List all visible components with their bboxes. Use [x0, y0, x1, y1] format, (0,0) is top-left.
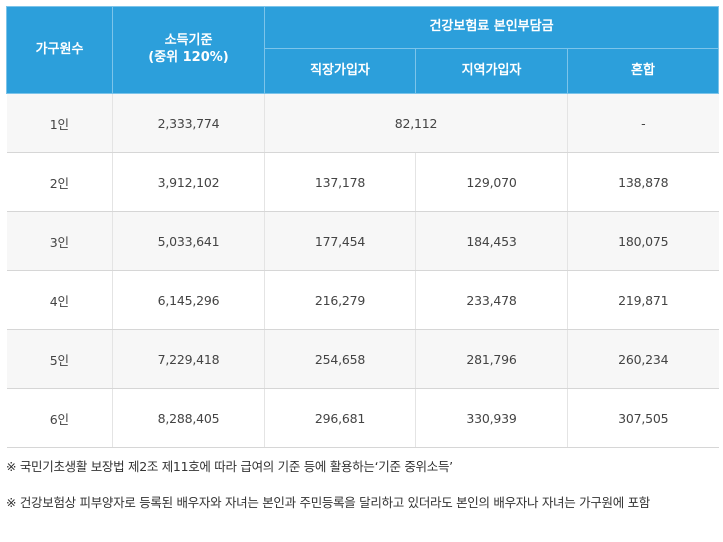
header-income-line2: (중위 120%)	[148, 50, 229, 65]
cell-premium-merged: 82,112	[264, 93, 568, 153]
header-income-standard: 소득기준 (중위 120%)	[112, 6, 265, 94]
header-regional-label: 지역가입자	[461, 62, 522, 78]
cell-income: 3,912,102	[112, 152, 265, 212]
cell-household-size: 3인	[6, 211, 113, 271]
header-premium-label: 건강보험료 본인부담금	[429, 19, 554, 35]
header-premium-group: 건강보험료 본인부담금	[263, 6, 720, 49]
table-row: 1인 2,333,774 82,112 -	[6, 93, 719, 153]
cell-regional: 129,070	[415, 152, 568, 212]
cell-household-size: 2인	[6, 152, 113, 212]
footnote-1: ※ 국민기초생활 보장법 제2조 제11호에 따라 급여의 기준 등에 활용하는…	[6, 459, 453, 474]
cell-household-size: 6인	[6, 388, 113, 448]
header-workplace-label: 직장가입자	[310, 62, 370, 78]
health-premium-table: 가구원수 소득기준 (중위 120%) 건강보험료 본인부담금 직장가입자 지역…	[6, 6, 720, 448]
cell-workplace: 254,658	[264, 329, 416, 389]
cell-income: 2,333,774	[112, 93, 265, 153]
table-row: 2인 3,912,102 137,178 129,070 138,878	[6, 152, 719, 212]
header-income-line1: 소득기준	[164, 33, 213, 49]
cell-workplace: 137,178	[264, 152, 416, 212]
cell-income: 5,033,641	[112, 211, 265, 271]
cell-household-size: 4인	[6, 270, 113, 330]
cell-income: 6,145,296	[112, 270, 265, 330]
cell-regional: 330,939	[415, 388, 568, 448]
cell-household-size: 5인	[6, 329, 113, 389]
table-row: 5인 7,229,418 254,658 281,796 260,234	[6, 329, 719, 389]
table-row: 4인 6,145,296 216,279 233,478 219,871	[6, 270, 719, 330]
header-workplace: 직장가입자	[264, 48, 416, 94]
cell-mixed: 138,878	[567, 152, 719, 212]
cell-income: 7,229,418	[112, 329, 265, 389]
header-regional: 지역가입자	[415, 48, 568, 94]
header-mixed: 혼합	[566, 48, 720, 94]
header-household-size: 가구원수	[6, 6, 113, 94]
cell-mixed: 219,871	[567, 270, 719, 330]
cell-workplace: 216,279	[264, 270, 416, 330]
cell-income: 8,288,405	[112, 388, 265, 448]
table-row: 6인 8,288,405 296,681 330,939 307,505	[6, 388, 719, 448]
cell-mixed: 180,075	[567, 211, 719, 271]
cell-mixed: 260,234	[567, 329, 719, 389]
cell-workplace: 177,454	[264, 211, 416, 271]
cell-household-size: 1인	[6, 93, 113, 153]
footnote-2: ※ 건강보험상 피부양자로 등록된 배우자와 자녀는 본인과 주민등록을 달리하…	[6, 495, 651, 510]
cell-regional: 281,796	[415, 329, 568, 389]
table-row: 3인 5,033,641 177,454 184,453 180,075	[6, 211, 719, 271]
cell-regional: 184,453	[415, 211, 568, 271]
cell-regional: 233,478	[415, 270, 568, 330]
header-household-label: 가구원수	[35, 41, 84, 57]
cell-mixed: -	[567, 93, 719, 153]
cell-mixed: 307,505	[567, 388, 719, 448]
cell-workplace: 296,681	[264, 388, 416, 448]
header-mixed-label: 혼합	[631, 62, 655, 78]
